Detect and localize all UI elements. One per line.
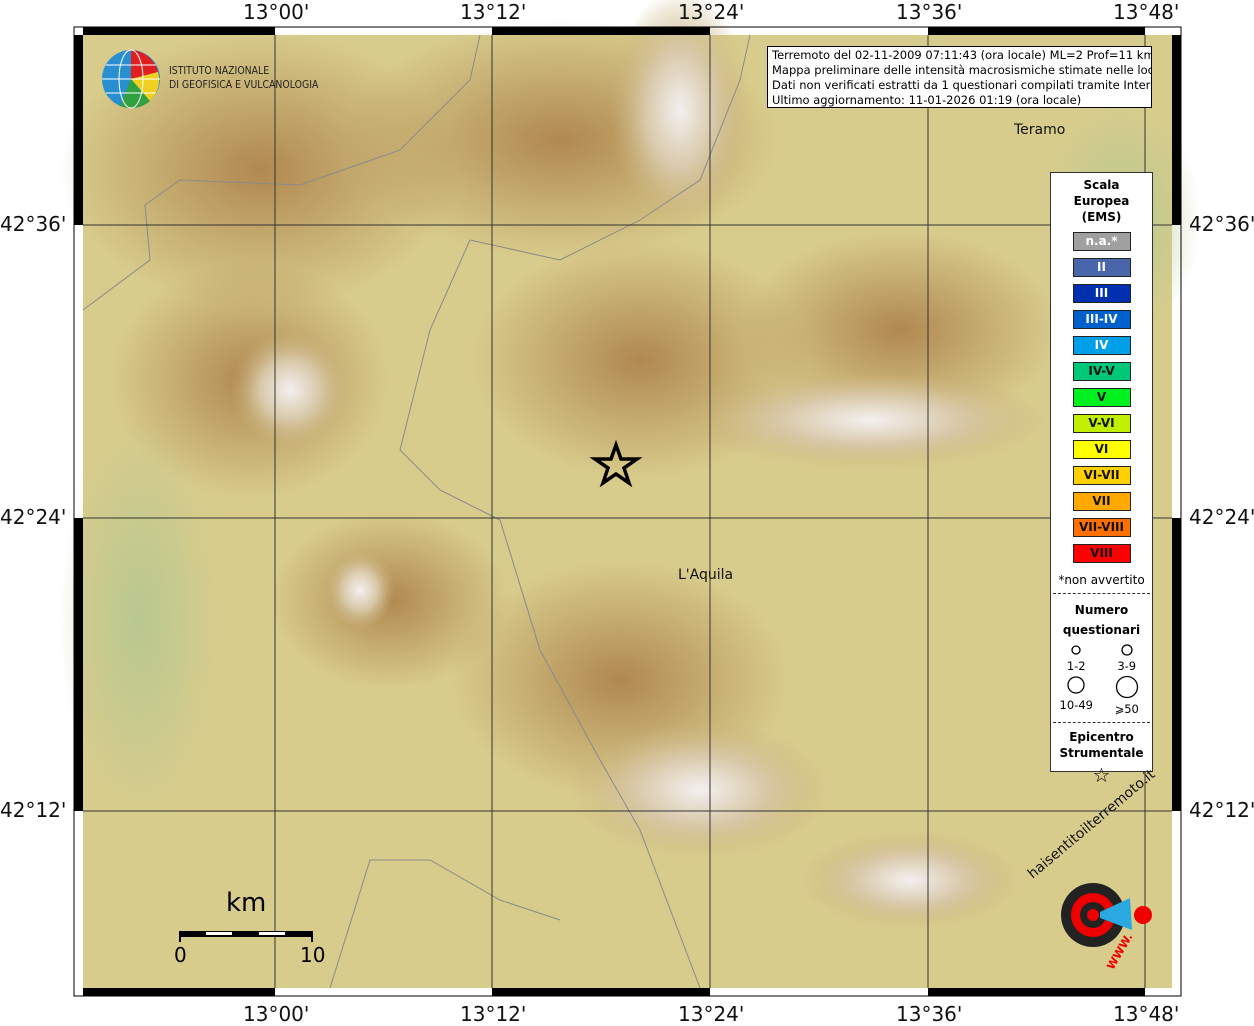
lon-label-bottom: 13°00' (243, 1002, 310, 1026)
map-frame (73, 26, 1182, 997)
lon-label-top: 13°36' (896, 0, 963, 24)
event-title: Terremoto del 02-11-2009 07:11:43 (ora l… (772, 48, 1152, 62)
last-update: Ultimo aggiornamento: 11-01-2026 01:19 (… (772, 93, 1082, 107)
legend-swatch-vi-vii: VI-VII (1072, 466, 1131, 485)
lon-label-bottom: 13°48' (1113, 1002, 1180, 1026)
count-title: Numero questionari (1062, 603, 1141, 637)
count-size-1-2: 1-2 (1051, 644, 1102, 673)
scale-bar (179, 931, 313, 942)
ingv-logo-icon (102, 49, 160, 109)
lat-label-right: 42°12' (1189, 798, 1254, 822)
graticule (83, 35, 1172, 988)
legend-swatch-iii-iv: III-IV (1072, 310, 1131, 329)
lon-label-bottom: 13°36' (896, 1002, 963, 1026)
town-label-teramo: Teramo (1014, 122, 1066, 138)
epicenter-star-icon (589, 439, 643, 488)
legend: Scala Europea (EMS) n.a.* II III III-IV IV IV-V… (1050, 172, 1153, 787)
lon-label-top: 13°12' (460, 0, 527, 24)
scale-min: 0 (174, 943, 187, 967)
star-icon: ☆ (1092, 763, 1111, 787)
legend-swatch-n-a-: n.a.* (1072, 232, 1131, 251)
lat-label-left: 42°36' (0, 212, 67, 236)
count-size-3-9: 3-9 (1102, 644, 1153, 673)
legend-swatch-vii: VII (1072, 492, 1131, 511)
town-label-laquila: L'Aquila (678, 567, 734, 583)
legend-swatch-viii: VIII (1072, 544, 1131, 563)
event-info-box: Terremoto del 02-11-2009 07:11:43 (ora l… (767, 46, 1152, 108)
ingv-logo-text: ISTITUTO NAZIONALE DI GEOFISICA E VULCANO… (169, 64, 319, 91)
legend-swatch-iv-v: IV-V (1072, 362, 1131, 381)
legend-note: *non avvertito (1058, 573, 1145, 587)
lon-label-bottom: 13°24' (678, 1002, 745, 1026)
xlarge-circle-icon (1115, 675, 1138, 699)
medium-circle-icon (1121, 644, 1133, 656)
lat-label-right: 42°24' (1189, 505, 1254, 529)
legend-title: Scala Europea (EMS) (1073, 178, 1130, 224)
count-size-50: ⩾50 (1102, 675, 1153, 716)
data-note: Dati non verificati estratti da 1 questi… (772, 78, 1152, 92)
legend-swatch-vii-viii: VII-VIII (1072, 518, 1131, 537)
brand-logo[interactable] (1061, 883, 1152, 947)
admin-boundaries (82, 34, 751, 989)
legend-swatch-v-vi: V-VI (1072, 414, 1131, 433)
scale-max: 10 (300, 943, 326, 967)
map-description: Mappa preliminare delle intensità macros… (772, 63, 1152, 77)
large-circle-icon (1067, 676, 1085, 694)
scale-unit: km (226, 888, 267, 918)
legend-swatch-iv: IV (1072, 336, 1131, 355)
lat-label-left: 42°24' (0, 505, 67, 529)
lon-label-top: 13°48' (1113, 0, 1180, 24)
legend-swatch-vi: VI (1072, 440, 1131, 459)
legend-swatch-v: V (1072, 388, 1131, 407)
legend-swatch-ii: II (1072, 258, 1131, 277)
lon-label-top: 13°00' (243, 0, 310, 24)
lon-label-bottom: 13°12' (460, 1002, 527, 1026)
small-circle-icon (1071, 645, 1081, 655)
legend-swatch-iii: III (1072, 284, 1131, 303)
epicenter-title: Epicentro Strumentale (1059, 730, 1144, 760)
count-size-10-49: 10-49 (1051, 675, 1102, 716)
lat-label-left: 42°12' (0, 798, 67, 822)
lon-label-top: 13°24' (678, 0, 745, 24)
lat-label-right: 42°36' (1189, 212, 1254, 236)
